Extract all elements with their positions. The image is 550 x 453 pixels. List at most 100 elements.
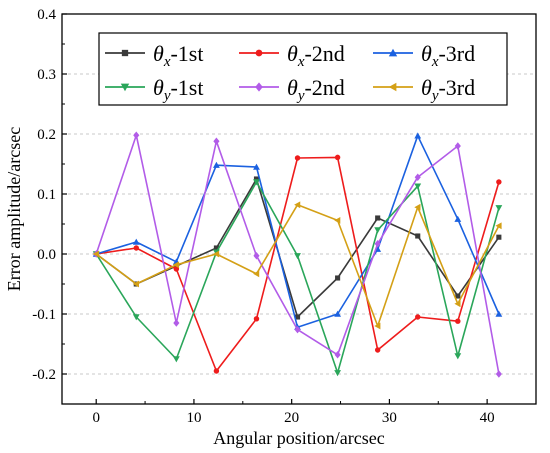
- data-point: [374, 227, 382, 234]
- series-6: [92, 201, 502, 330]
- data-point: [294, 155, 301, 161]
- data-point: [213, 245, 219, 251]
- data-point: [414, 132, 422, 139]
- data-point: [253, 163, 260, 170]
- series-4: [92, 179, 503, 377]
- data-point: [253, 316, 260, 322]
- legend-label: θy-2nd: [287, 75, 345, 104]
- data-point: [495, 222, 502, 230]
- y-tick-label: 0.0: [37, 247, 56, 263]
- legend-subscript: x: [431, 54, 439, 70]
- legend-subscript: y: [296, 88, 305, 104]
- data-point: [334, 370, 342, 377]
- data-point: [213, 368, 220, 374]
- y-tick-label: 0.4: [37, 7, 56, 23]
- data-point: [495, 310, 503, 317]
- y-tick-label: 0.2: [37, 127, 56, 143]
- data-point: [455, 318, 461, 324]
- series-line: [95, 204, 500, 327]
- data-point: [294, 314, 301, 320]
- legend-label: θx-3rd: [421, 41, 475, 70]
- data-point: [253, 179, 260, 186]
- legend-suffix: -3rd: [438, 41, 475, 66]
- legend-suffix: -2nd: [304, 75, 344, 100]
- data-point: [374, 322, 381, 330]
- data-point: [294, 253, 301, 260]
- legend-marker: [120, 83, 130, 92]
- data-point: [334, 310, 342, 317]
- data-point: [133, 245, 139, 251]
- data-point: [454, 142, 461, 150]
- data-point: [253, 270, 260, 278]
- legend-item: θy-2nd: [239, 75, 345, 104]
- legend-symbol: θ: [421, 75, 432, 100]
- data-point: [213, 137, 220, 145]
- legend-symbol: θ: [287, 41, 298, 66]
- data-point: [294, 325, 301, 334]
- data-point: [454, 300, 461, 308]
- legend-suffix: -3rd: [438, 75, 475, 100]
- legend-marker: [255, 82, 263, 92]
- data-point: [374, 240, 381, 248]
- data-point: [496, 179, 502, 185]
- data-point: [414, 183, 422, 190]
- legend-marker: [388, 48, 398, 57]
- legend-item: θx-2nd: [239, 41, 345, 70]
- legend-label: θy-3rd: [421, 75, 475, 104]
- legend-label: θx-2nd: [287, 41, 345, 70]
- data-point: [335, 275, 341, 281]
- legend-marker: [388, 82, 397, 92]
- y-tick-label: 0.3: [37, 67, 56, 83]
- legend-marker: [121, 49, 129, 57]
- series-2: [93, 154, 502, 374]
- legend-symbol: θ: [421, 41, 432, 66]
- data-point: [415, 314, 421, 320]
- data-point: [415, 233, 421, 239]
- data-point: [454, 215, 462, 222]
- data-point: [213, 250, 220, 258]
- legend-subscript: x: [163, 54, 171, 70]
- series-line: [95, 178, 500, 318]
- y-tick-label: 0.1: [37, 187, 56, 203]
- y-tick-label: -0.1: [32, 307, 56, 323]
- legend-item: θx-1st: [105, 41, 203, 70]
- data-point: [294, 201, 301, 209]
- x-tick-label: 10: [186, 410, 201, 426]
- data-point: [132, 238, 140, 245]
- data-point: [132, 280, 139, 288]
- legend-box: [98, 32, 508, 106]
- legend-symbol: θ: [153, 41, 164, 66]
- data-point: [374, 347, 381, 353]
- legend-item: θx-3rd: [373, 41, 475, 70]
- x-tick-label: 20: [284, 410, 299, 426]
- data-point: [334, 217, 341, 224]
- x-axis-label: Angular position/arcsec: [213, 428, 384, 448]
- data-point: [414, 203, 421, 211]
- data-point: [173, 319, 180, 327]
- plot-frame: [61, 13, 537, 405]
- series-3: [92, 132, 503, 330]
- data-point: [495, 205, 503, 212]
- legend-suffix: -1st: [170, 75, 203, 100]
- legend-suffix: -1st: [170, 41, 203, 66]
- data-point: [496, 234, 502, 240]
- axis-ticks: -0.2 -0.1 0.0 0.1 0.2 0.3 0.4 0 10 20 30 40: [32, 7, 494, 426]
- data-point: [375, 215, 381, 221]
- legend-subscript: x: [297, 54, 305, 70]
- data-point: [253, 252, 260, 260]
- data-point: [172, 261, 180, 269]
- data-point: [172, 356, 180, 363]
- series-1: [93, 176, 502, 320]
- x-tick-label: 30: [382, 410, 397, 426]
- data-point: [334, 351, 341, 359]
- legend-item: θy-3rd: [373, 75, 475, 104]
- series-lines: [92, 131, 503, 378]
- legend-label: θx-1st: [153, 41, 203, 70]
- data-point: [455, 293, 461, 299]
- legend-item: θy-1st: [105, 75, 203, 104]
- legend-symbol: θ: [287, 75, 298, 100]
- legend-subscript: y: [430, 88, 439, 104]
